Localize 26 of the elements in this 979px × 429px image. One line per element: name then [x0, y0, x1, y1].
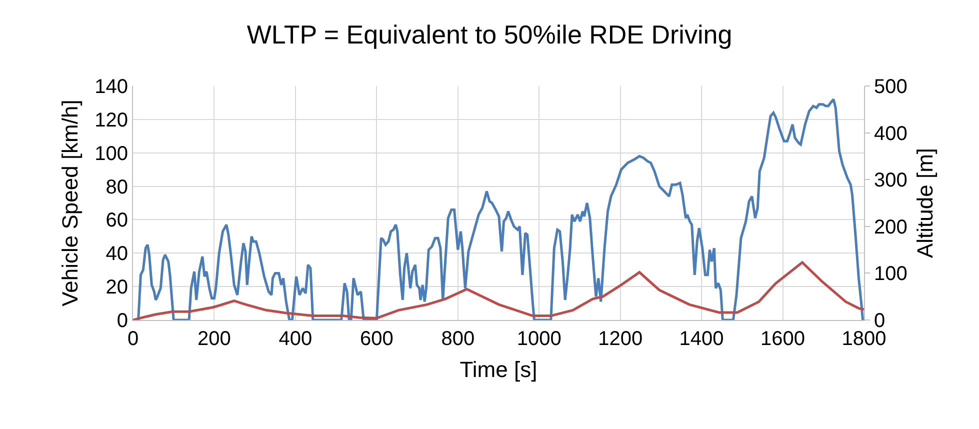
x-tick-label: 1600	[760, 328, 806, 350]
x-tick-label: 1000	[516, 328, 562, 350]
y2-axis-title: Altitude [m]	[912, 148, 938, 258]
line-series	[137, 98, 864, 320]
y-tick-label: 140	[94, 76, 128, 98]
y-tick-label: 40	[106, 243, 128, 266]
y-tick-label: 20	[106, 276, 128, 299]
y2-tick-label: 400	[874, 122, 908, 145]
y2-tick-label: 500	[874, 76, 908, 98]
chart-title: WLTP = Equivalent to 50%ile RDE Driving	[246, 19, 732, 50]
y2-tick-label: 100	[874, 263, 908, 286]
y-axis-title: Vehicle Speed [km/h]	[57, 100, 82, 306]
x-tick-label: 200	[198, 328, 231, 350]
y-tick-label: 120	[94, 109, 128, 132]
x-tick-label: 400	[278, 328, 312, 350]
y-tick-label: 0	[116, 310, 128, 332]
x-tick-label: 1400	[679, 328, 724, 350]
y-tick-label: 60	[106, 210, 128, 232]
y-tick-label: 80	[106, 176, 128, 198]
x-axis-title: Time [s]	[460, 356, 538, 382]
y-tick-label: 100	[94, 142, 128, 165]
x-tick-label: 800	[441, 328, 475, 350]
y2-tick-label: 200	[874, 216, 908, 238]
y2-tick-label: 300	[874, 170, 908, 192]
x-tick-label: 1200	[598, 328, 643, 350]
x-tick-label: 600	[360, 328, 394, 350]
